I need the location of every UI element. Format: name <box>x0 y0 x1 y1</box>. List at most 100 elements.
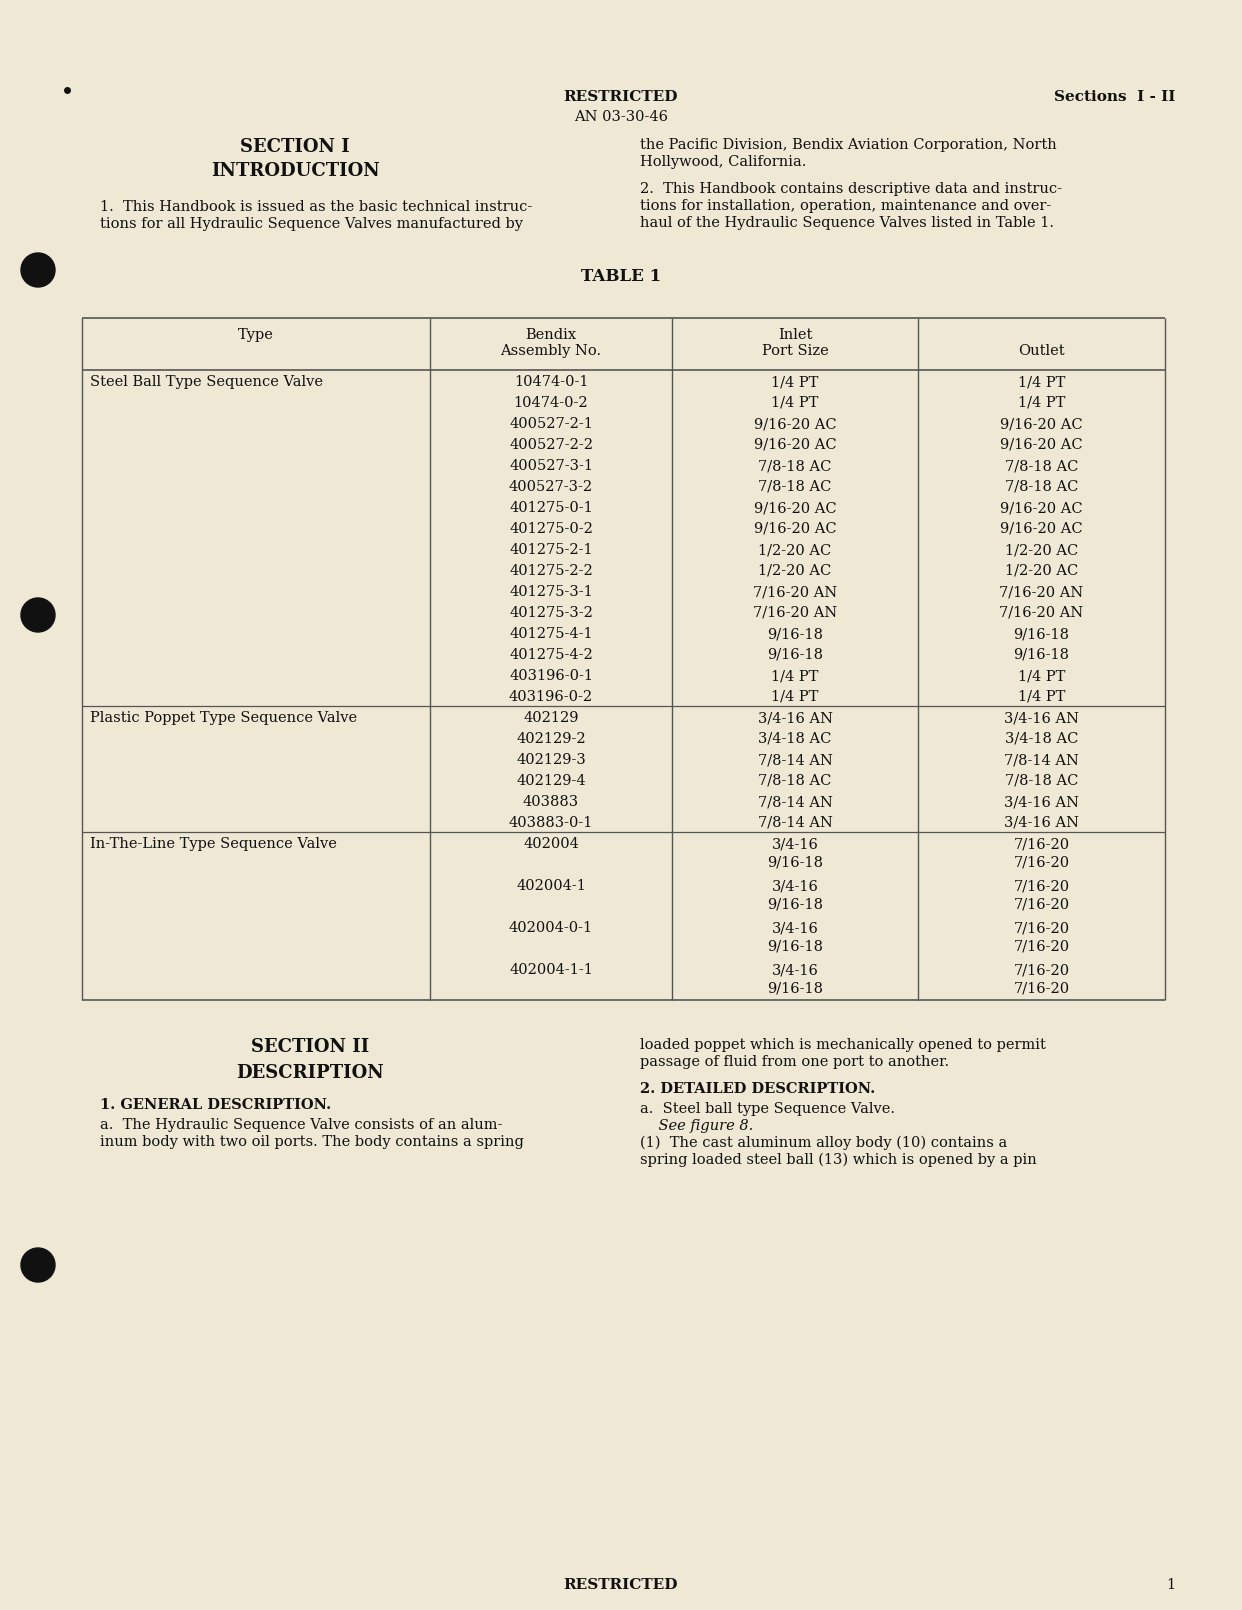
Text: 402129-3: 402129-3 <box>517 753 586 766</box>
Text: 7/16-20: 7/16-20 <box>1013 939 1069 953</box>
Text: 1/4 PT: 1/4 PT <box>1017 375 1066 390</box>
Text: 3/4-18 AC: 3/4-18 AC <box>759 733 832 745</box>
Text: 3/4-18 AC: 3/4-18 AC <box>1005 733 1078 745</box>
Text: 401275-2-2: 401275-2-2 <box>509 564 592 578</box>
Text: 10474-0-1: 10474-0-1 <box>514 375 589 390</box>
Text: 1/4 PT: 1/4 PT <box>1017 396 1066 411</box>
Text: 3/4-16 AN: 3/4-16 AN <box>758 712 832 724</box>
Text: 7/16-20 AN: 7/16-20 AN <box>753 605 837 620</box>
Text: 7/8-14 AN: 7/8-14 AN <box>758 753 832 766</box>
Text: 400527-3-1: 400527-3-1 <box>509 459 592 473</box>
Text: 1/2-20 AC: 1/2-20 AC <box>1005 564 1078 578</box>
Text: 1/4 PT: 1/4 PT <box>771 670 818 683</box>
Text: 3/4-16: 3/4-16 <box>771 963 818 977</box>
Text: 7/8-18 AC: 7/8-18 AC <box>1005 774 1078 787</box>
Text: 402004: 402004 <box>523 837 579 852</box>
Text: 1/2-20 AC: 1/2-20 AC <box>1005 543 1078 557</box>
Text: 403196-0-1: 403196-0-1 <box>509 670 592 683</box>
Text: spring loaded steel ball (13) which is opened by a pin: spring loaded steel ball (13) which is o… <box>640 1153 1037 1167</box>
Text: 1/4 PT: 1/4 PT <box>771 396 818 411</box>
Text: 400527-2-2: 400527-2-2 <box>509 438 592 452</box>
Text: 2.  This Handbook contains descriptive data and instruc-: 2. This Handbook contains descriptive da… <box>640 182 1062 196</box>
Text: 7/8-18 AC: 7/8-18 AC <box>759 459 832 473</box>
Text: 9/16-18: 9/16-18 <box>768 647 823 662</box>
Text: 9/16-18: 9/16-18 <box>768 980 823 995</box>
Text: 9/16-20 AC: 9/16-20 AC <box>1000 501 1083 515</box>
Text: 9/16-20 AC: 9/16-20 AC <box>754 501 836 515</box>
Text: 7/16-20 AN: 7/16-20 AN <box>1000 584 1083 599</box>
Text: 401275-0-2: 401275-0-2 <box>509 522 592 536</box>
Text: 9/16-18: 9/16-18 <box>1013 626 1069 641</box>
Circle shape <box>21 253 55 287</box>
Text: 7/8-18 AC: 7/8-18 AC <box>1005 459 1078 473</box>
Text: 7/16-20: 7/16-20 <box>1013 879 1069 894</box>
Text: 401275-0-1: 401275-0-1 <box>509 501 592 515</box>
Text: RESTRICTED: RESTRICTED <box>564 90 678 105</box>
Text: 7/8-14 AN: 7/8-14 AN <box>758 816 832 831</box>
Text: 9/16-20 AC: 9/16-20 AC <box>1000 417 1083 431</box>
Text: 7/16-20: 7/16-20 <box>1013 855 1069 869</box>
Text: 9/16-18: 9/16-18 <box>768 897 823 911</box>
Text: 9/16-18: 9/16-18 <box>1013 647 1069 662</box>
Text: a.  The Hydraulic Sequence Valve consists of an alum-: a. The Hydraulic Sequence Valve consists… <box>101 1117 502 1132</box>
Text: loaded poppet which is mechanically opened to permit: loaded poppet which is mechanically open… <box>640 1038 1046 1051</box>
Text: 3/4-16: 3/4-16 <box>771 837 818 852</box>
Text: Assembly No.: Assembly No. <box>501 345 601 357</box>
Text: 9/16-18: 9/16-18 <box>768 855 823 869</box>
Text: 402129: 402129 <box>523 712 579 724</box>
Text: SECTION I: SECTION I <box>240 138 350 156</box>
Text: tions for installation, operation, maintenance and over-: tions for installation, operation, maint… <box>640 200 1051 213</box>
Text: 9/16-18: 9/16-18 <box>768 939 823 953</box>
Text: 1/4 PT: 1/4 PT <box>771 375 818 390</box>
Text: 7/16-20: 7/16-20 <box>1013 921 1069 935</box>
Text: haul of the Hydraulic Sequence Valves listed in Table 1.: haul of the Hydraulic Sequence Valves li… <box>640 216 1054 230</box>
Text: AN 03-30-46: AN 03-30-46 <box>574 109 668 124</box>
Text: 1/4 PT: 1/4 PT <box>771 691 818 704</box>
Text: 401275-4-1: 401275-4-1 <box>509 626 592 641</box>
Text: 1: 1 <box>1166 1578 1175 1592</box>
Text: Sections  I - II: Sections I - II <box>1053 90 1175 105</box>
Text: tions for all Hydraulic Sequence Valves manufactured by: tions for all Hydraulic Sequence Valves … <box>101 217 523 230</box>
Text: 7/16-20: 7/16-20 <box>1013 837 1069 852</box>
Text: 7/16-20 AN: 7/16-20 AN <box>1000 605 1083 620</box>
Text: 2. DETAILED DESCRIPTION.: 2. DETAILED DESCRIPTION. <box>640 1082 876 1096</box>
Text: 402004-1: 402004-1 <box>517 879 586 894</box>
Text: See figure 8.: See figure 8. <box>640 1119 753 1133</box>
Text: 9/16-18: 9/16-18 <box>768 626 823 641</box>
Text: 3/4-16: 3/4-16 <box>771 921 818 935</box>
Text: 402004-1-1: 402004-1-1 <box>509 963 592 977</box>
Circle shape <box>21 597 55 633</box>
Text: 9/16-20 AC: 9/16-20 AC <box>1000 438 1083 452</box>
Text: 1. GENERAL DESCRIPTION.: 1. GENERAL DESCRIPTION. <box>101 1098 332 1113</box>
Text: Inlet: Inlet <box>777 328 812 341</box>
Text: 7/16-20 AN: 7/16-20 AN <box>753 584 837 599</box>
Text: 9/16-20 AC: 9/16-20 AC <box>1000 522 1083 536</box>
Text: 1.  This Handbook is issued as the basic technical instruc-: 1. This Handbook is issued as the basic … <box>101 200 533 214</box>
Text: 3/4-16 AN: 3/4-16 AN <box>1004 712 1079 724</box>
Text: Outlet: Outlet <box>1018 345 1064 357</box>
Text: DESCRIPTION: DESCRIPTION <box>236 1064 384 1082</box>
Text: 7/8-18 AC: 7/8-18 AC <box>1005 480 1078 494</box>
Text: 400527-3-2: 400527-3-2 <box>509 480 594 494</box>
Text: Hollywood, California.: Hollywood, California. <box>640 155 806 169</box>
Text: a.  Steel ball type Sequence Valve.: a. Steel ball type Sequence Valve. <box>640 1101 895 1116</box>
Circle shape <box>21 1248 55 1282</box>
Text: 403883: 403883 <box>523 795 579 808</box>
Text: 7/16-20: 7/16-20 <box>1013 963 1069 977</box>
Text: inum body with two oil ports. The body contains a spring: inum body with two oil ports. The body c… <box>101 1135 524 1150</box>
Text: 7/16-20: 7/16-20 <box>1013 897 1069 911</box>
Text: 7/8-14 AN: 7/8-14 AN <box>1004 753 1079 766</box>
Text: 7/16-20: 7/16-20 <box>1013 980 1069 995</box>
Text: (1)  The cast aluminum alloy body (10) contains a: (1) The cast aluminum alloy body (10) co… <box>640 1137 1007 1151</box>
Text: 9/16-20 AC: 9/16-20 AC <box>754 417 836 431</box>
Text: 7/8-18 AC: 7/8-18 AC <box>759 774 832 787</box>
Text: Bendix: Bendix <box>525 328 576 341</box>
Text: Steel Ball Type Sequence Valve: Steel Ball Type Sequence Valve <box>89 375 323 390</box>
Text: 1/2-20 AC: 1/2-20 AC <box>759 564 832 578</box>
Text: 401275-3-2: 401275-3-2 <box>509 605 592 620</box>
Text: the Pacific Division, Bendix Aviation Corporation, North: the Pacific Division, Bendix Aviation Co… <box>640 138 1057 151</box>
Text: Port Size: Port Size <box>761 345 828 357</box>
Text: INTRODUCTION: INTRODUCTION <box>211 163 379 180</box>
Text: 3/4-16: 3/4-16 <box>771 879 818 894</box>
Text: 401275-3-1: 401275-3-1 <box>509 584 592 599</box>
